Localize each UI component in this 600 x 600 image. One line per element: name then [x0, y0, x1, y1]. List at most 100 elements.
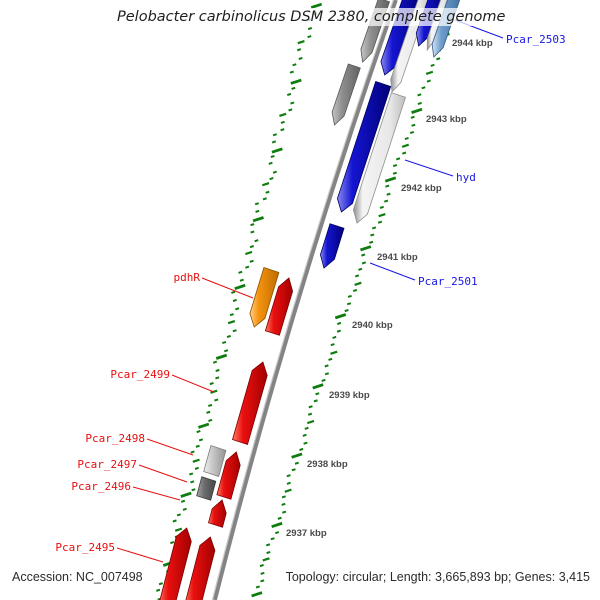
gene-label-Pcar_2495[interactable]: Pcar_2495 — [55, 541, 115, 554]
minor-tick — [346, 302, 352, 306]
minor-tick — [209, 381, 214, 386]
minor-tick — [245, 265, 250, 269]
gene-arrow-hyd[interactable] — [336, 80, 392, 213]
major-tick — [290, 78, 302, 85]
label-leader-lines — [116, 19, 504, 563]
minor-tick — [281, 502, 286, 506]
minor-tick — [417, 93, 422, 97]
gene-arrow-cds-red-long-inner[interactable] — [184, 536, 216, 600]
major-tick — [271, 521, 283, 528]
minor-tick — [282, 510, 287, 514]
minor-tick — [192, 458, 200, 463]
minor-tick — [227, 320, 236, 325]
minor-tick — [290, 101, 295, 105]
minor-tick — [239, 278, 244, 282]
minor-tick — [330, 343, 335, 347]
minor-tick — [304, 426, 309, 430]
gene-arrow-cds-up-gray-2[interactable] — [331, 63, 361, 126]
scale-label-2937-kbp: 2937 kbp — [286, 528, 327, 539]
minor-tick — [436, 57, 441, 61]
minor-tick — [294, 461, 299, 465]
leader-line-Pcar_2495 — [116, 547, 164, 563]
minor-tick — [262, 182, 270, 187]
minor-tick — [286, 92, 292, 96]
minor-tick — [392, 171, 398, 175]
tick-marks — [156, 0, 456, 600]
minor-tick — [254, 239, 259, 243]
minor-tick — [235, 307, 240, 311]
gene-label-Pcar_2501[interactable]: Pcar_2501 — [418, 275, 478, 288]
gene-label-Pcar_2497[interactable]: Pcar_2497 — [77, 458, 137, 471]
major-tick — [215, 353, 228, 360]
minor-tick — [222, 340, 227, 345]
gene-label-Pcar_2499[interactable]: Pcar_2499 — [110, 368, 170, 381]
minor-tick — [260, 579, 265, 583]
minor-tick — [386, 192, 391, 196]
scale-label-2941-kbp: 2941 kbp — [377, 252, 418, 263]
gene-label-hyd[interactable]: hyd — [456, 171, 476, 184]
major-tick — [334, 313, 347, 320]
minor-tick — [208, 403, 213, 407]
gene-arrow-cds-red-1[interactable] — [264, 277, 294, 336]
minor-tick — [156, 588, 161, 592]
minor-tick — [280, 120, 285, 124]
minor-tick — [402, 151, 407, 155]
minor-tick — [182, 507, 187, 511]
minor-tick — [378, 213, 386, 218]
gene-arrow-pcar-2497[interactable] — [196, 476, 217, 501]
minor-tick — [330, 350, 338, 355]
minor-tick — [430, 63, 435, 67]
gene-arrow-pcar-2495[interactable] — [158, 527, 192, 600]
minor-tick — [291, 468, 296, 472]
leader-line-hyd — [404, 159, 454, 177]
major-tick — [234, 283, 246, 290]
minor-tick — [262, 197, 267, 201]
leader-line-Pcar_2498 — [146, 438, 194, 456]
minor-tick — [361, 253, 366, 257]
major-tick — [180, 491, 192, 498]
major-tick — [360, 245, 372, 252]
gene-arrow-pcar-2499[interactable] — [232, 361, 268, 446]
minor-tick — [289, 70, 294, 74]
gene-arrow-cds-red-2[interactable] — [216, 451, 241, 500]
minor-tick — [231, 290, 236, 294]
accession-text: Accession: NC_007498 — [12, 570, 143, 584]
gene-arrow-pcar-2498[interactable] — [203, 444, 227, 478]
gene-label-Pcar_2498[interactable]: Pcar_2498 — [85, 432, 145, 445]
minor-tick — [170, 541, 175, 545]
gene-arrow-cds-mid-white[interactable] — [352, 92, 407, 224]
minor-tick — [208, 418, 213, 422]
gene-label-Pcar_2503[interactable]: Pcar_2503 — [506, 33, 566, 46]
backbone-highlight — [211, 0, 395, 600]
minor-tick — [190, 480, 195, 484]
gene-arrow-pcar-2496[interactable] — [208, 499, 227, 528]
major-tick — [310, 2, 323, 9]
minor-tick — [354, 281, 362, 286]
scale-label-2942-kbp: 2942 kbp — [401, 183, 442, 194]
minor-tick — [265, 543, 271, 547]
minor-tick — [336, 321, 342, 326]
gene-arrow-pcar-2501[interactable] — [319, 223, 345, 269]
minor-tick — [299, 447, 304, 451]
gene-label-Pcar_2496[interactable]: Pcar_2496 — [71, 480, 131, 493]
minor-tick — [172, 519, 177, 523]
minor-tick — [306, 419, 315, 425]
gene-label-pdhR[interactable]: pdhR — [174, 271, 201, 284]
gene-arrow-pdhR[interactable] — [249, 266, 280, 328]
minor-tick — [377, 220, 383, 224]
minor-tick — [194, 466, 199, 470]
minor-tick — [347, 294, 352, 298]
minor-tick — [352, 288, 358, 293]
minor-tick — [361, 261, 367, 265]
minor-tick — [249, 259, 254, 263]
scale-labels: 2944 kbp 2943 kbp 2942 kbp 2941 kbp 2940 kbp… — [286, 38, 493, 539]
minor-tick — [332, 335, 337, 339]
genome-backbone — [211, 0, 398, 600]
minor-tick — [328, 357, 333, 361]
minor-tick — [174, 527, 183, 532]
minor-tick — [324, 372, 330, 376]
minor-tick — [232, 298, 237, 302]
minor-tick — [206, 410, 211, 414]
